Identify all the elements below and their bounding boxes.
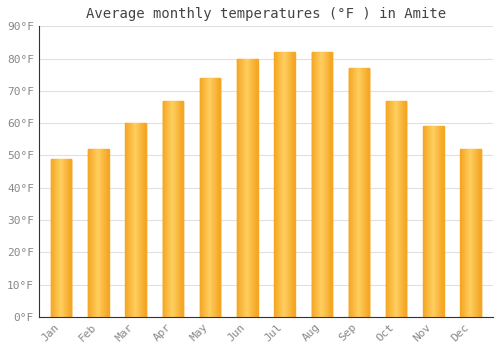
Title: Average monthly temperatures (°F ) in Amite: Average monthly temperatures (°F ) in Am…: [86, 7, 446, 21]
